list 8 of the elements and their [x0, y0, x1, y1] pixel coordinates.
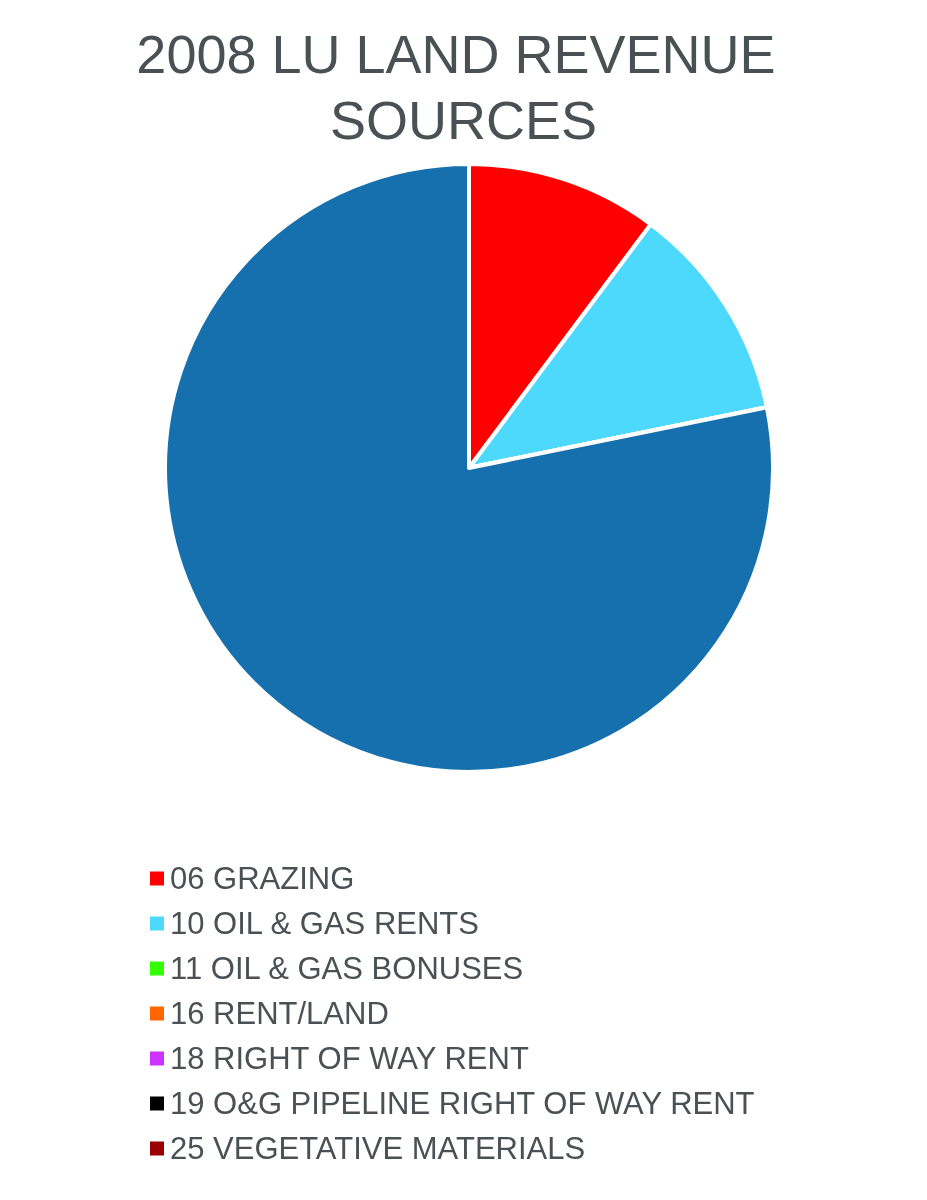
legend-label: 06 GRAZING: [170, 861, 355, 896]
legend-label: 18 RIGHT OF WAY RENT: [170, 1041, 529, 1076]
chart-title: 2008 LU LAND REVENUE SOURCES: [136, 24, 791, 150]
legend-label: 19 O&G PIPELINE RIGHT OF WAY RENT: [170, 1086, 755, 1121]
legend-label: 25 VEGETATIVE MATERIALS: [170, 1131, 586, 1166]
legend-label: 16 RENT/LAND: [170, 996, 389, 1031]
legend-label: 10 OIL & GAS RENTS: [170, 906, 479, 941]
legend-label: 11 OIL & GAS BONUSES: [170, 951, 524, 986]
